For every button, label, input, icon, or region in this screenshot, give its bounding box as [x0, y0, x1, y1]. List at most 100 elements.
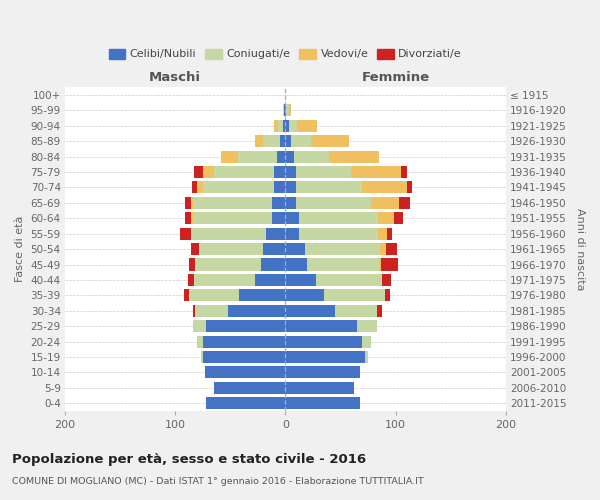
Bar	[296, 197, 371, 209]
Bar	[195, 258, 261, 270]
Text: Maschi: Maschi	[149, 71, 201, 84]
Bar	[387, 228, 392, 239]
Bar	[214, 166, 274, 178]
Y-axis label: Anni di nascita: Anni di nascita	[575, 208, 585, 290]
Bar	[286, 166, 296, 178]
Bar	[191, 212, 193, 224]
Bar	[206, 320, 286, 332]
Bar	[263, 135, 280, 147]
Bar	[352, 166, 401, 178]
Bar	[190, 290, 239, 302]
Bar	[380, 243, 386, 255]
Bar	[378, 228, 387, 239]
Bar	[378, 212, 394, 224]
Bar	[193, 212, 272, 224]
Bar	[286, 243, 305, 255]
Bar	[289, 120, 298, 132]
Bar	[286, 351, 365, 363]
Bar	[299, 212, 378, 224]
Bar	[191, 182, 197, 194]
Bar	[286, 150, 294, 162]
Bar	[298, 120, 317, 132]
Bar	[197, 182, 203, 194]
Text: Popolazione per età, sesso e stato civile - 2016: Popolazione per età, sesso e stato civil…	[12, 452, 366, 466]
Bar	[190, 258, 195, 270]
Bar	[311, 135, 349, 147]
Bar	[278, 120, 283, 132]
Bar	[238, 150, 277, 162]
Bar	[254, 274, 286, 286]
Bar	[286, 290, 324, 302]
Bar	[291, 135, 311, 147]
Bar	[286, 104, 289, 117]
Bar	[274, 166, 286, 178]
Bar	[228, 304, 286, 317]
Bar	[274, 120, 278, 132]
Bar	[284, 104, 286, 117]
Bar	[335, 304, 377, 317]
Bar	[286, 212, 299, 224]
Bar	[214, 382, 286, 394]
Bar	[296, 166, 352, 178]
Bar	[296, 182, 362, 194]
Bar	[386, 243, 397, 255]
Bar	[401, 166, 407, 178]
Bar	[254, 135, 263, 147]
Bar	[283, 120, 286, 132]
Bar	[382, 274, 391, 286]
Bar	[286, 258, 307, 270]
Bar	[203, 166, 214, 178]
Bar	[286, 304, 335, 317]
Bar	[316, 274, 382, 286]
Bar	[193, 197, 272, 209]
Bar	[200, 351, 203, 363]
Y-axis label: Fasce di età: Fasce di età	[15, 216, 25, 282]
Bar	[274, 182, 286, 194]
Bar	[286, 197, 296, 209]
Bar	[362, 182, 407, 194]
Bar	[324, 290, 385, 302]
Bar	[385, 290, 390, 302]
Bar	[289, 104, 291, 117]
Bar	[263, 243, 286, 255]
Bar	[272, 212, 286, 224]
Bar	[197, 336, 203, 347]
Bar	[221, 150, 238, 162]
Bar	[371, 197, 399, 209]
Bar	[379, 258, 381, 270]
Bar	[191, 197, 193, 209]
Bar	[193, 320, 206, 332]
Bar	[286, 182, 296, 194]
Bar	[188, 274, 194, 286]
Bar	[261, 258, 286, 270]
Bar	[195, 304, 228, 317]
Bar	[286, 382, 353, 394]
Bar	[203, 351, 286, 363]
Bar	[362, 336, 371, 347]
Bar	[399, 197, 410, 209]
Bar	[193, 304, 195, 317]
Bar	[286, 228, 299, 239]
Bar	[329, 150, 379, 162]
Bar	[286, 274, 316, 286]
Bar	[377, 304, 382, 317]
Bar	[283, 104, 284, 117]
Bar	[191, 243, 199, 255]
Bar	[277, 150, 286, 162]
Legend: Celibi/Nubili, Coniugati/e, Vedovi/e, Divorziati/e: Celibi/Nubili, Coniugati/e, Vedovi/e, Di…	[104, 44, 466, 64]
Bar	[199, 243, 263, 255]
Bar	[205, 366, 286, 378]
Bar	[266, 228, 286, 239]
Bar	[203, 336, 286, 347]
Bar	[184, 290, 190, 302]
Bar	[307, 258, 379, 270]
Bar	[203, 182, 274, 194]
Bar	[191, 228, 266, 239]
Bar	[294, 150, 329, 162]
Bar	[286, 135, 291, 147]
Bar	[185, 197, 191, 209]
Bar	[280, 135, 286, 147]
Bar	[365, 351, 368, 363]
Bar	[286, 120, 289, 132]
Bar	[194, 166, 203, 178]
